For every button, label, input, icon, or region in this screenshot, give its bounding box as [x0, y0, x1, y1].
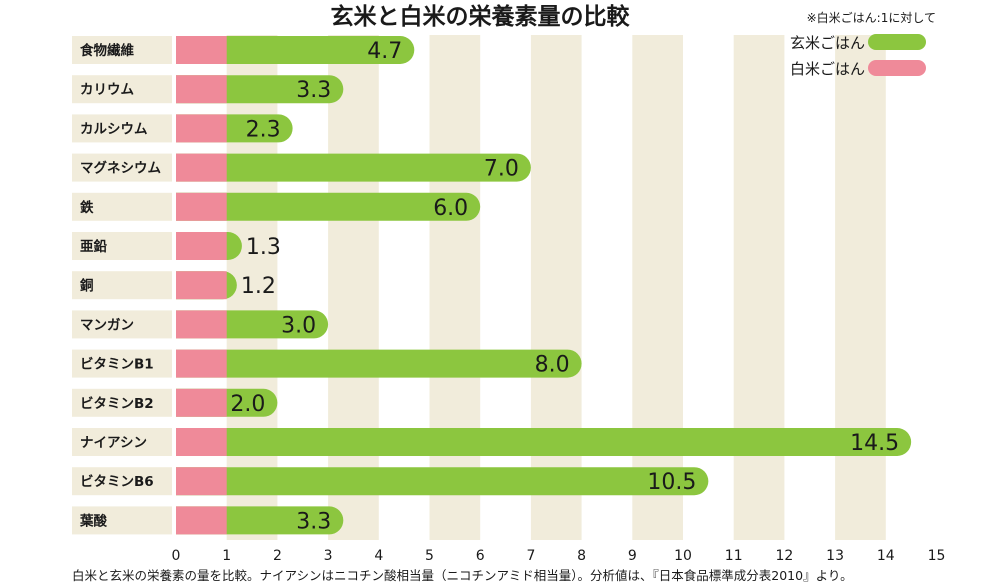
category-label: マグネシウム: [80, 160, 161, 177]
category-label-box: [72, 192, 172, 221]
x-tick-label: 9: [628, 548, 637, 564]
category-label-box: [72, 506, 172, 535]
category-label: 亜鉛: [80, 238, 107, 255]
category-label: カルシウム: [80, 121, 148, 137]
bar-hakumai: [176, 428, 227, 456]
data-label: 1.3: [246, 235, 281, 260]
grid-band: [530, 35, 582, 540]
grid-band: [835, 35, 886, 540]
grid-band: [733, 35, 785, 540]
chart-note: ※白米ごはん:1に対して: [807, 10, 936, 25]
data-label: 8.0: [535, 353, 570, 378]
data-label: 7.0: [484, 157, 519, 182]
bar-genmai: [176, 36, 415, 64]
legend-label: 玄米ごはん: [790, 34, 865, 52]
category-label-box: [72, 388, 172, 417]
bar-hakumai: [176, 153, 227, 182]
grid-band: [632, 35, 683, 540]
category-label: ナイアシン: [80, 435, 147, 451]
data-label: 3.3: [296, 78, 331, 103]
x-tick-label: 8: [577, 548, 586, 564]
category-label-box: [72, 349, 172, 378]
bar-hakumai: [176, 114, 227, 143]
category-label: 葉酸: [79, 512, 107, 529]
category-label-box: [72, 114, 172, 143]
grid-band: [429, 35, 481, 540]
category-label: ビタミンB2: [80, 396, 154, 412]
x-tick-label: 1: [222, 548, 231, 564]
bar-hakumai: [176, 388, 227, 417]
data-label: 1.2: [241, 274, 276, 299]
bar-genmai: [176, 192, 481, 221]
category-label: カリウム: [80, 82, 134, 98]
category-label: ビタミンB1: [80, 357, 154, 373]
bar-hakumai: [176, 192, 227, 221]
bar-hakumai: [176, 36, 227, 64]
legend-label: 白米ごはん: [790, 60, 865, 78]
x-tick-label: 2: [273, 548, 282, 564]
data-label: 3.3: [296, 509, 331, 534]
x-tick-label: 7: [526, 548, 535, 564]
bars: 4.7 3.3 2.3 7.0 6.0 1.3 1.23.0 8.0 2.0 14.5 10.5 3.…: [176, 36, 912, 535]
bar-hakumai: [176, 506, 227, 535]
bar-genmai: [176, 428, 912, 456]
x-tick-label: 6: [476, 548, 485, 564]
bar-hakumai: [176, 232, 227, 260]
category-label: 鉄: [80, 199, 94, 216]
footnote: 白米と玄米の栄養素の量を比較。ナイアシンはニコチン酸相当量（ニコチンアミド相当量…: [72, 568, 853, 583]
x-tick-label: 15: [928, 548, 946, 564]
data-label: 4.7: [367, 39, 402, 64]
bar-hakumai: [176, 349, 227, 378]
bar-hakumai: [176, 310, 227, 339]
category-label-box: [72, 310, 172, 339]
bar-genmai: [176, 153, 531, 182]
category-label-box: [72, 271, 172, 300]
category-label-box: [72, 232, 172, 260]
category-label: 銅: [80, 277, 94, 294]
category-label-box: [72, 75, 172, 104]
category-label-box: [72, 36, 172, 64]
x-tick-label: 10: [674, 548, 692, 564]
data-label: 2.0: [230, 392, 265, 417]
category-label: 食物繊維: [80, 42, 134, 59]
category-label: マンガン: [80, 317, 134, 333]
category-label-box: [72, 153, 172, 182]
chart-title: 玄米と白米の栄養素量の比較: [331, 3, 631, 30]
data-label: 14.5: [850, 431, 899, 456]
data-label: 6.0: [433, 196, 468, 221]
category-label-box: [72, 428, 172, 456]
x-tick-label: 13: [826, 548, 844, 564]
category-label-box: [72, 467, 172, 496]
data-label: 2.3: [246, 117, 281, 142]
legend-swatch: [868, 34, 926, 50]
bar-genmai: [176, 467, 709, 496]
bar-genmai: [176, 349, 582, 378]
x-tick-label: 11: [725, 548, 743, 564]
bar-hakumai: [176, 467, 227, 496]
x-tick-label: 14: [877, 548, 895, 564]
x-tick-label: 0: [172, 548, 181, 564]
grid-bands: [226, 35, 886, 540]
grid-band: [328, 35, 379, 540]
x-tick-label: 12: [775, 548, 793, 564]
x-tick-label: 5: [425, 548, 434, 564]
bar-hakumai: [176, 75, 227, 104]
x-tick-label: 4: [374, 548, 383, 564]
x-tick-label: 3: [324, 548, 333, 564]
legend-swatch: [868, 60, 926, 76]
data-label: 3.0: [281, 313, 316, 338]
x-axis: 0 1 2 3 4 5 6 7 8 9 10 11 12 13 14 15: [172, 548, 946, 564]
category-label: ビタミンB6: [80, 474, 154, 490]
data-label: 10.5: [647, 470, 696, 495]
bar-hakumai: [176, 271, 227, 300]
